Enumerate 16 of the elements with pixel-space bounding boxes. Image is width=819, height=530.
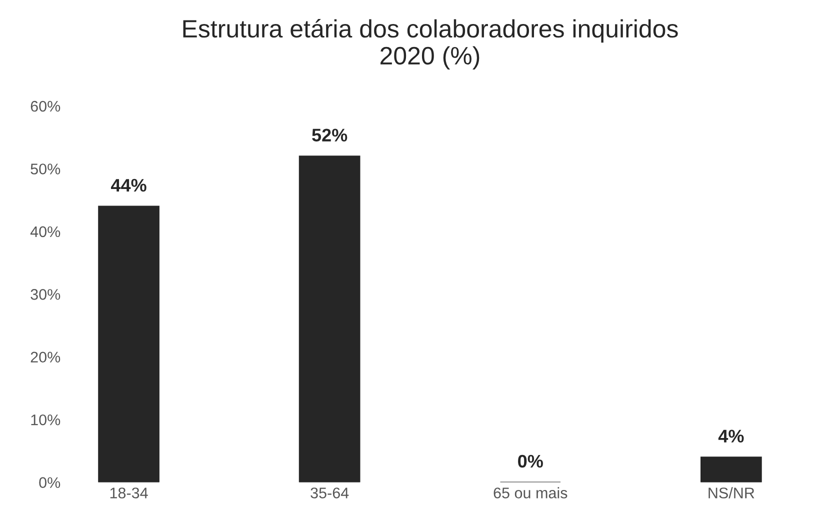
x-tick-label: 18-34 [110,488,148,498]
x-tick-label: NS/NR [708,487,754,498]
y-tick-label: 50% [30,164,60,174]
data-label: 4% [718,430,744,442]
chart-title: Estrutura etária dos colaboradores inquiridos 2020 (%) [183,18,678,70]
y-tick-label: 60% [30,100,60,112]
y-tick-label: 20% [30,352,60,363]
y-tick-label: 10% [31,414,60,426]
y-tick-label: 40% [30,226,60,238]
data-label: 52% [312,128,348,142]
data-label: 44% [110,178,146,192]
y-tick-label: 30% [30,289,60,300]
data-label: 0% [518,454,543,468]
y-tick-label: 0% [39,477,60,488]
x-tick-label: 65 ou mais [494,487,568,498]
x-tick-label: 35-64 [310,488,349,498]
